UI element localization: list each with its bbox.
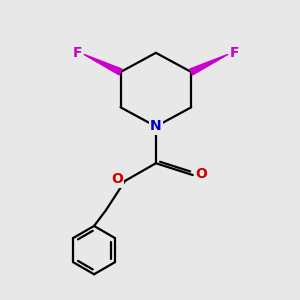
Text: F: F [230,46,239,60]
Polygon shape [190,54,228,75]
Polygon shape [84,54,122,75]
Text: F: F [73,46,82,60]
Text: N: N [150,119,162,134]
Text: O: O [111,172,123,186]
Text: O: O [195,167,207,181]
